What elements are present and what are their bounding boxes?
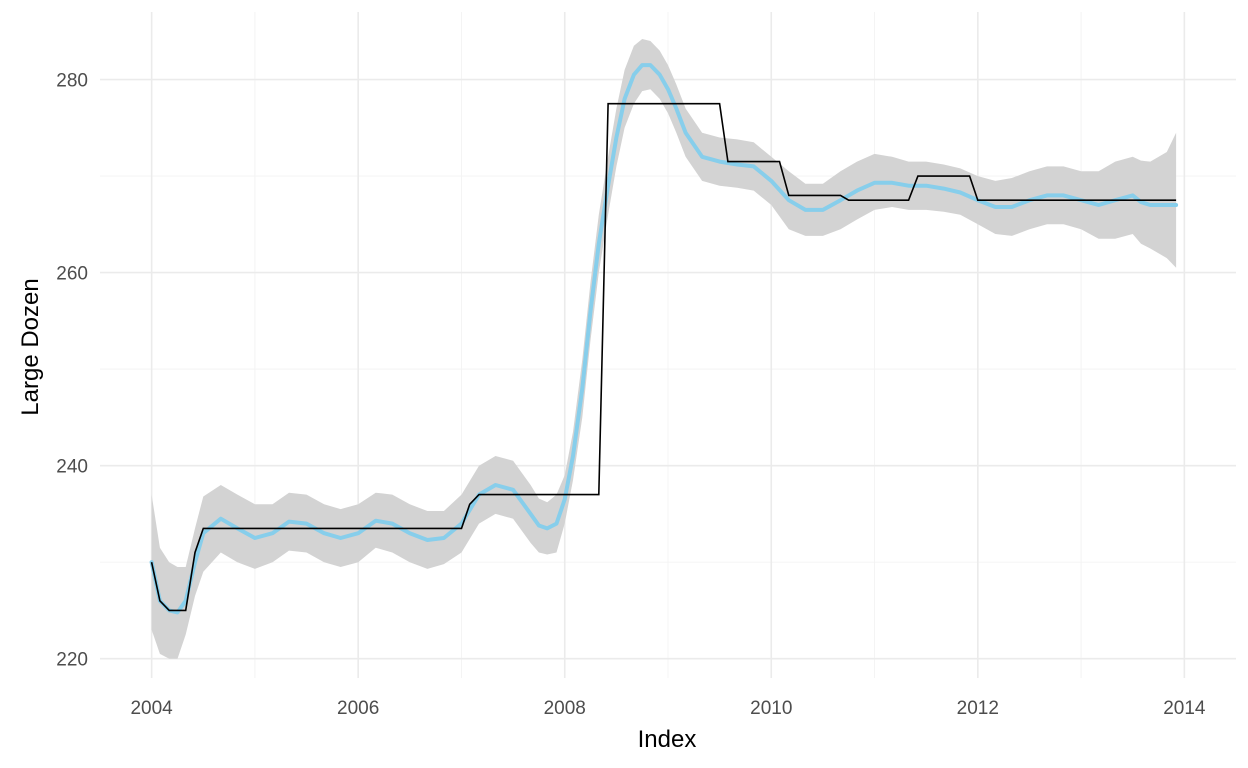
y-tick-label: 260 [56, 264, 88, 285]
x-tick-label: 2008 [544, 698, 586, 719]
x-tick-label: 2006 [337, 698, 379, 719]
x-tick-label: 2014 [1163, 698, 1206, 719]
confidence-band [151, 39, 1177, 659]
minor-gridlines [100, 12, 1236, 678]
y-axis-ticks: 220 240 260 280 [56, 71, 88, 671]
smooth-trend-line [149, 63, 1179, 615]
x-axis-title: Index [638, 726, 697, 753]
confidence-bands [151, 39, 1177, 659]
x-axis-ticks: 2004 2006 2008 2010 2012 2014 [130, 698, 1205, 719]
x-tick-label: 2004 [130, 698, 173, 719]
series-lines [149, 63, 1179, 615]
price-line [150, 102, 1177, 612]
y-tick-label: 220 [56, 650, 88, 671]
y-tick-label: 240 [56, 457, 88, 478]
x-tick-label: 2012 [957, 698, 999, 719]
y-axis-title: Large Dozen [17, 278, 44, 415]
x-tick-label: 2010 [750, 698, 792, 719]
y-tick-label: 280 [56, 71, 88, 92]
